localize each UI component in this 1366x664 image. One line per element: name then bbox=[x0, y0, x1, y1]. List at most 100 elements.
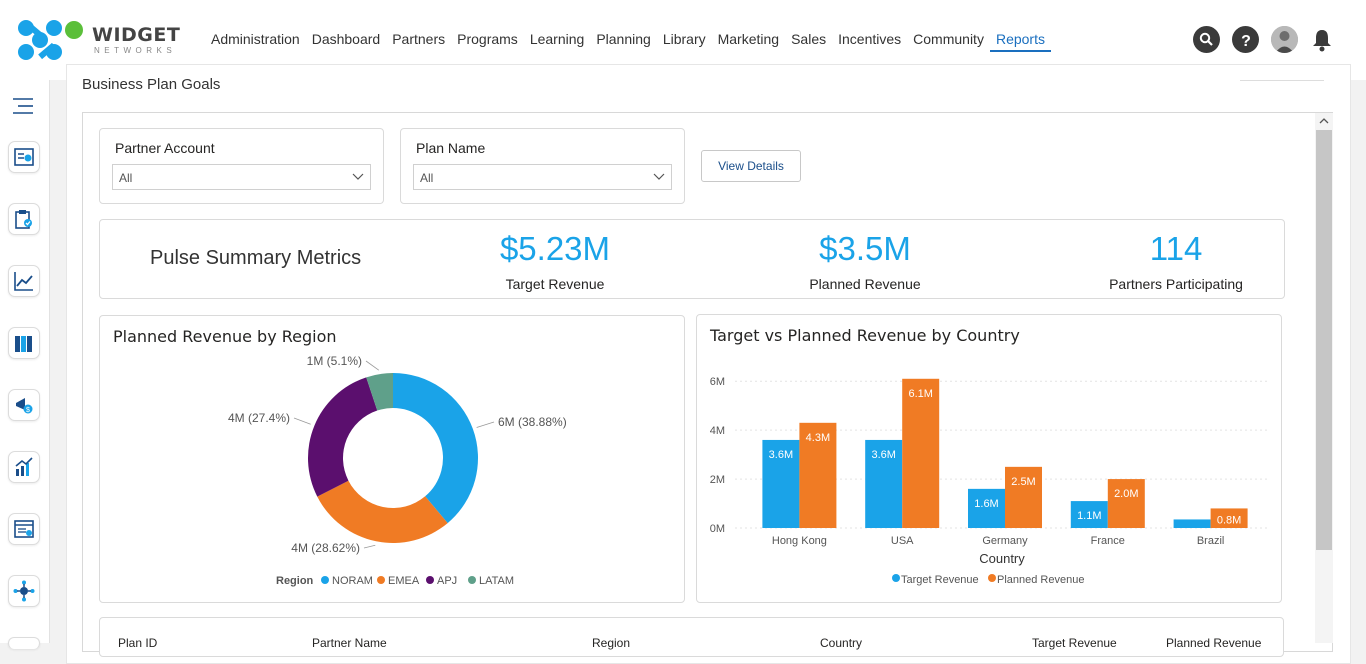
legend-item[interactable]: APJ bbox=[437, 575, 457, 587]
table-header[interactable]: Region bbox=[592, 636, 631, 650]
bar-data-label: 2.5M bbox=[1011, 476, 1035, 488]
nav-incentives[interactable]: Incentives bbox=[838, 31, 902, 47]
network-icon[interactable] bbox=[8, 575, 40, 607]
bar-planned[interactable] bbox=[799, 422, 837, 528]
logo-wordmark: WIDGET bbox=[92, 24, 181, 46]
donut-data-label: 1M (5.1%) bbox=[307, 354, 362, 368]
nav-partners[interactable]: Partners bbox=[392, 31, 446, 47]
scroll-up-icon[interactable] bbox=[1315, 114, 1333, 128]
table-header[interactable]: Planned Revenue bbox=[1166, 636, 1262, 650]
legend-marker bbox=[468, 576, 476, 584]
legend-marker bbox=[377, 576, 385, 584]
legend-item[interactable]: NORAM bbox=[332, 575, 373, 587]
donut-leader-line bbox=[365, 360, 380, 371]
nav-administration[interactable]: Administration bbox=[211, 31, 300, 47]
bar-planned[interactable] bbox=[902, 378, 940, 528]
svg-text:$: $ bbox=[26, 407, 30, 414]
sidebar: $ bbox=[0, 80, 50, 649]
legend-item[interactable]: EMEA bbox=[388, 575, 420, 587]
donut-leader-line bbox=[363, 544, 376, 549]
bar-target[interactable] bbox=[762, 439, 800, 528]
donut-slice-apj[interactable] bbox=[308, 377, 378, 497]
legend-marker bbox=[892, 574, 900, 582]
scrollbar-thumb[interactable] bbox=[1316, 130, 1332, 550]
nav-reports[interactable]: Reports bbox=[989, 28, 1051, 52]
donut-slice-noram[interactable] bbox=[393, 373, 479, 524]
growth-chart-icon[interactable] bbox=[8, 451, 40, 483]
donut-data-label: 6M (38.88%) bbox=[498, 415, 567, 429]
table-header[interactable]: Target Revenue bbox=[1032, 636, 1117, 650]
legend-item[interactable]: Planned Revenue bbox=[997, 574, 1084, 586]
view-details-button[interactable]: View Details bbox=[701, 150, 801, 182]
search-icon[interactable] bbox=[1193, 26, 1220, 53]
bar-target[interactable] bbox=[865, 439, 903, 528]
more-nav-icon[interactable] bbox=[8, 637, 40, 649]
logo-mark-icon bbox=[18, 20, 83, 60]
legend-marker bbox=[426, 576, 434, 584]
country-chart-card: Target vs Planned Revenue by Country 0M 2… bbox=[696, 314, 1282, 603]
nav-community[interactable]: Community bbox=[913, 31, 984, 47]
legend-item[interactable]: Target Revenue bbox=[901, 574, 979, 586]
bar-data-label: 1.6M bbox=[974, 498, 998, 510]
tab-stub bbox=[1240, 65, 1324, 81]
legend-item[interactable]: LATAM bbox=[479, 575, 514, 587]
partner-account-value: All bbox=[119, 171, 133, 185]
table-header[interactable]: Plan ID bbox=[118, 636, 158, 650]
page-title: Business Plan Goals bbox=[82, 76, 221, 93]
bar-data-label: 6.1M bbox=[908, 388, 932, 400]
plan-name-dropdown[interactable]: All bbox=[413, 164, 672, 190]
x-axis-title: Country bbox=[979, 551, 1025, 566]
y-tick-label: 4M bbox=[710, 425, 725, 437]
chevron-down-icon bbox=[352, 173, 364, 180]
legend-marker bbox=[988, 574, 996, 582]
bar-data-label: 3.6M bbox=[871, 449, 895, 461]
revenue-report-icon[interactable] bbox=[8, 141, 40, 173]
bar-data-label: 4.3M bbox=[806, 432, 830, 444]
megaphone-dollar-icon[interactable]: $ bbox=[8, 389, 40, 421]
nav-programs[interactable]: Programs bbox=[457, 31, 518, 47]
donut-slice-emea[interactable] bbox=[317, 480, 448, 543]
help-icon[interactable]: ? bbox=[1232, 26, 1259, 53]
main-nav: Administration Dashboard Partners Progra… bbox=[205, 28, 1051, 52]
svg-text:?: ? bbox=[1241, 33, 1251, 48]
bar-target[interactable] bbox=[1173, 519, 1211, 528]
nav-sales[interactable]: Sales bbox=[791, 31, 827, 47]
bar-planned[interactable] bbox=[1210, 508, 1248, 528]
nav-marketing[interactable]: Marketing bbox=[717, 31, 780, 47]
nav-dashboard[interactable]: Dashboard bbox=[311, 31, 381, 47]
donut-data-label: 4M (27.4%) bbox=[228, 411, 290, 425]
legend-marker bbox=[321, 576, 329, 584]
bar-planned[interactable] bbox=[1107, 479, 1145, 528]
plan-name-filter: Plan Name All bbox=[400, 128, 685, 204]
table-header[interactable]: Partner Name bbox=[312, 636, 387, 650]
web-report-icon[interactable] bbox=[8, 513, 40, 545]
partner-account-dropdown[interactable]: All bbox=[112, 164, 371, 190]
x-tick-label: France bbox=[1091, 535, 1125, 547]
bell-icon[interactable] bbox=[1310, 26, 1334, 53]
x-tick-label: Hong Kong bbox=[772, 535, 827, 547]
bar-target[interactable] bbox=[968, 488, 1005, 528]
line-chart-icon[interactable] bbox=[8, 265, 40, 297]
bar-planned[interactable] bbox=[1005, 466, 1042, 528]
menu-icon[interactable] bbox=[12, 96, 34, 118]
clipboard-check-icon[interactable] bbox=[8, 203, 40, 235]
user-avatar[interactable] bbox=[1271, 26, 1298, 53]
nav-learning[interactable]: Learning bbox=[529, 31, 585, 47]
region-chart-card: Planned Revenue by Region 6M (38.88%) 4M … bbox=[99, 315, 685, 603]
region-chart-title: Planned Revenue by Region bbox=[113, 327, 337, 346]
donut-leader-line bbox=[476, 421, 495, 428]
y-tick-label: 2M bbox=[710, 474, 725, 486]
planned-revenue-label: Planned Revenue bbox=[809, 276, 921, 292]
planned-revenue-value: $3.5M bbox=[819, 230, 911, 267]
x-tick-label: Germany bbox=[982, 535, 1028, 547]
y-tick-label: 6M bbox=[710, 376, 725, 388]
bar-target[interactable] bbox=[1070, 501, 1108, 528]
nav-planning[interactable]: Planning bbox=[596, 31, 651, 47]
donut-slice-latam[interactable] bbox=[366, 373, 393, 411]
bar-data-label: 2.0M bbox=[1114, 488, 1138, 500]
widget-logo[interactable]: WIDGET NETWORKS bbox=[14, 18, 184, 62]
nav-library[interactable]: Library bbox=[662, 31, 706, 47]
table-header[interactable]: Country bbox=[820, 636, 863, 650]
library-books-icon[interactable] bbox=[8, 327, 40, 359]
plans-table: Plan ID Partner Name Region Country Targ… bbox=[99, 617, 1284, 657]
